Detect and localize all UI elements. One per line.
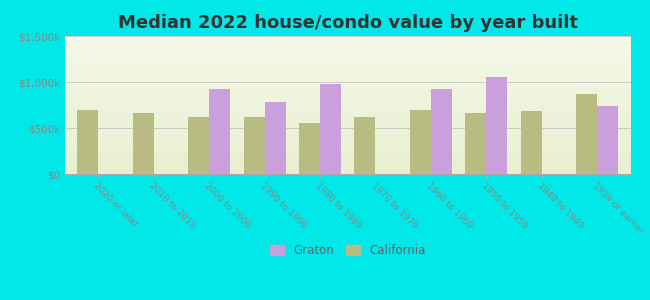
Bar — [576, 94, 597, 174]
Bar — [354, 117, 376, 174]
Title: Median 2022 house/condo value by year built: Median 2022 house/condo value by year bu… — [118, 14, 578, 32]
Legend: Graton, California: Graton, California — [265, 239, 430, 262]
Bar — [410, 110, 431, 174]
Bar — [431, 89, 452, 174]
Bar — [244, 117, 265, 174]
Bar — [209, 89, 230, 174]
Bar — [188, 117, 209, 174]
Bar — [133, 113, 153, 174]
Bar — [521, 111, 542, 174]
Bar — [299, 123, 320, 174]
Bar — [486, 77, 508, 174]
Bar — [465, 113, 486, 174]
Bar — [320, 84, 341, 174]
Bar — [265, 102, 285, 174]
Bar — [597, 106, 618, 174]
Bar — [77, 110, 98, 174]
